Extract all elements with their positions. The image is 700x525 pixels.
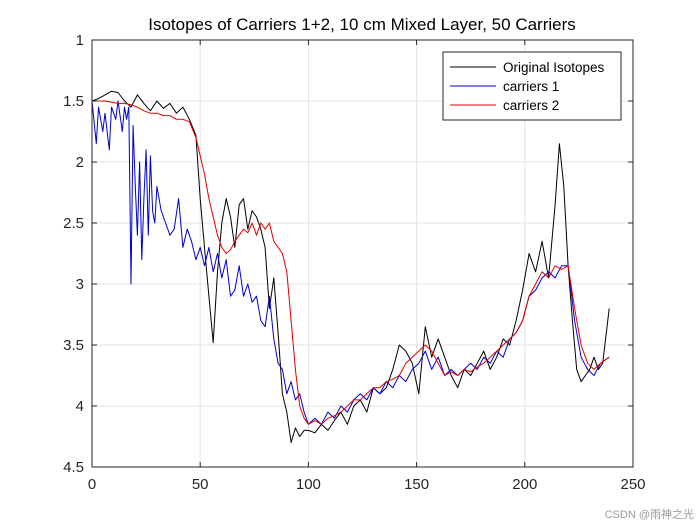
y-tick-label: 3 — [76, 276, 84, 293]
legend-label-carriers-2: carriers 2 — [503, 98, 559, 113]
x-tick-label: 250 — [620, 476, 645, 493]
legend-label-original-isotopes: Original Isotopes — [503, 60, 605, 75]
legend-label-carriers-1: carriers 1 — [503, 79, 559, 94]
x-tick-label: 100 — [296, 476, 321, 493]
y-tick-label: 4.5 — [63, 459, 84, 476]
x-tick-label: 0 — [88, 476, 96, 493]
series-lines — [91, 90, 610, 444]
y-tick-label: 1 — [76, 32, 84, 49]
y-tick-label: 4 — [76, 398, 84, 415]
x-tick-label: 200 — [512, 476, 537, 493]
y-tick-label: 2.5 — [63, 215, 84, 232]
watermark: CSDN @雨神之光 — [605, 507, 694, 521]
axes-box — [91, 39, 634, 468]
series-line-carriers-2 — [92, 100, 610, 425]
y-tick-label: 1.5 — [63, 93, 84, 110]
axis-ticks: 0 50 100 150 200 250 1 1.5 2 2.5 3 3.5 4 4.5 — [63, 32, 645, 493]
series-line-original-isotopes — [91, 90, 610, 444]
y-tick-label: 3.5 — [63, 337, 84, 354]
y-tick-label: 2 — [76, 154, 84, 171]
chart-title: Isotopes of Carriers 1+2, 10 cm Mixed La… — [148, 15, 576, 34]
series-line-carriers-1 — [91, 100, 610, 425]
x-tick-label: 150 — [404, 476, 429, 493]
legend: Original Isotopes carriers 1 carriers 2 — [442, 51, 622, 121]
x-tick-label: 50 — [192, 476, 209, 493]
